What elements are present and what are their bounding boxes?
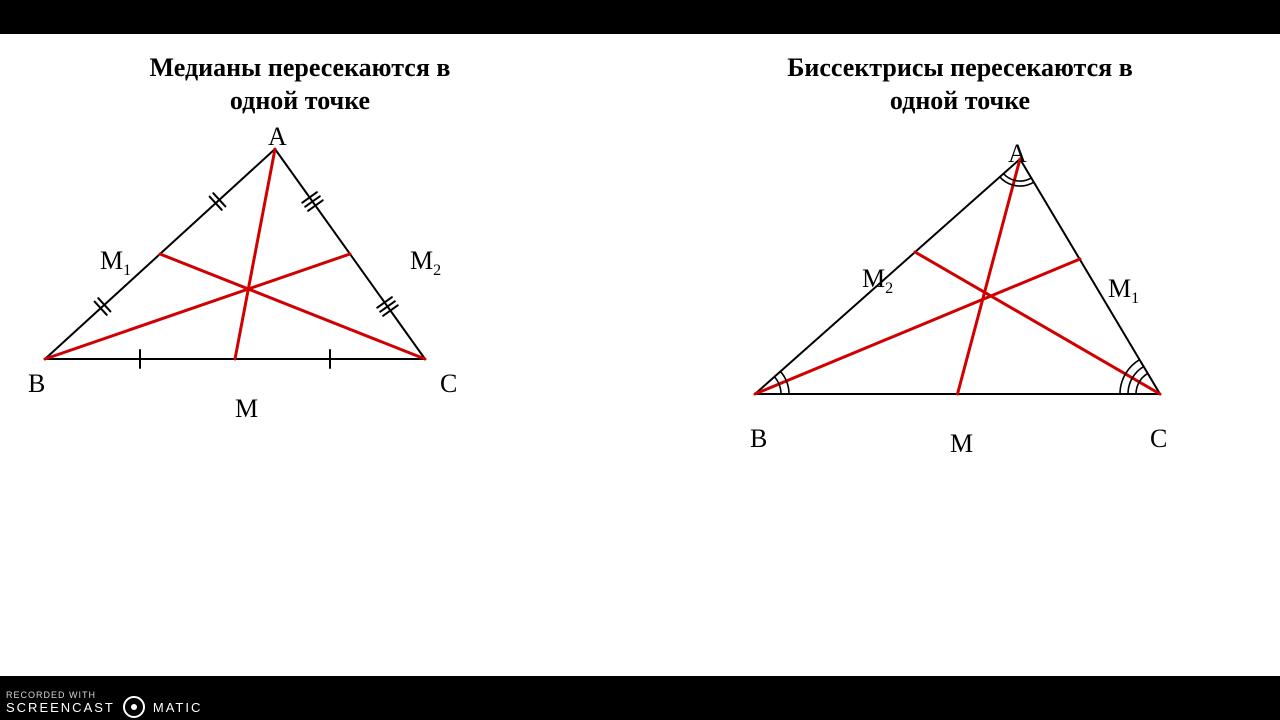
watermark-recorded: RECORDED WITH [6, 690, 96, 700]
right-title-line2: одной точке [890, 86, 1030, 115]
left-title: Медианы пересекаются в одной точке [70, 52, 530, 117]
left-label-M2: M2 [410, 246, 441, 280]
right-title-line1: Биссектрисы пересекаются в [787, 53, 1133, 82]
left-label-M1: M1 [100, 246, 131, 280]
watermark-ring-icon [123, 696, 145, 718]
left-label-M: M [235, 394, 258, 424]
left-label-B: B [28, 369, 45, 399]
right-label-M2: M2 [862, 264, 893, 298]
watermark-brand-left: SCREENCAST [6, 700, 115, 715]
left-label-A: A [268, 122, 287, 152]
right-label-M: M [950, 429, 973, 459]
right-title: Биссектрисы пересекаются в одной точке [700, 52, 1220, 117]
right-label-C: C [1150, 424, 1167, 454]
right-label-M1: M1 [1108, 274, 1139, 308]
right-label-B: B [750, 424, 767, 454]
left-diagram [20, 134, 470, 404]
letterbox-top [0, 0, 1280, 34]
watermark-brand-right: MATIC [153, 700, 202, 715]
left-title-line1: Медианы пересекаются в [150, 53, 451, 82]
left-label-C: C [440, 369, 457, 399]
left-title-line2: одной точке [230, 86, 370, 115]
content-stage: Медианы пересекаются в одной точке Биссе… [0, 34, 1280, 676]
watermark: RECORDED WITH SCREENCAST MATIC [6, 696, 202, 718]
right-label-A: A [1008, 139, 1027, 169]
